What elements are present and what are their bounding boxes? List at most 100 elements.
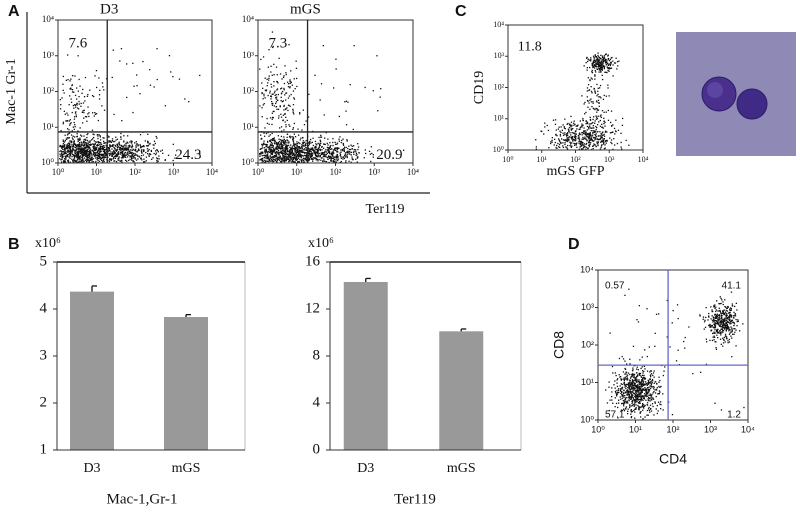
event-dot	[132, 157, 134, 159]
event-dot	[83, 154, 85, 157]
event-dot	[335, 68, 337, 70]
event-dot	[573, 120, 575, 122]
event-dot	[634, 408, 636, 410]
event-dot	[291, 151, 294, 153]
event-dot	[310, 151, 312, 153]
event-dot	[567, 138, 569, 141]
event-dot	[68, 142, 70, 144]
event-dot	[120, 151, 122, 153]
event-dot	[623, 383, 625, 385]
event-dot	[321, 152, 324, 154]
event-dot	[140, 155, 143, 157]
event-dot	[148, 154, 150, 156]
event-dot	[643, 397, 645, 399]
event-dot	[608, 381, 610, 383]
event-dot	[601, 67, 603, 69]
event-dot	[138, 149, 140, 151]
event-dot	[312, 149, 314, 151]
event-dot	[317, 154, 319, 156]
event-dot	[630, 398, 632, 400]
event-dot	[593, 127, 595, 129]
event-dot	[81, 152, 83, 154]
event-dot	[87, 141, 89, 143]
event-dot	[310, 158, 313, 160]
event-dot	[595, 115, 597, 117]
event-dot	[551, 139, 553, 141]
event-dot	[714, 322, 716, 324]
event-dot	[69, 148, 71, 150]
event-dot	[295, 147, 297, 149]
event-dot	[598, 121, 600, 123]
event-dot	[601, 56, 604, 59]
event-dot	[291, 154, 294, 156]
event-dot	[602, 127, 604, 129]
event-dot	[64, 153, 66, 155]
event-dot	[714, 341, 716, 343]
event-dot	[604, 53, 607, 56]
event-dot	[594, 144, 596, 146]
event-dot	[623, 383, 626, 386]
event-dot	[623, 396, 625, 399]
event-dot	[281, 101, 283, 103]
event-dot	[332, 155, 334, 157]
event-dot	[114, 157, 116, 159]
event-dot	[271, 142, 273, 144]
event-dot	[596, 83, 598, 86]
event-dot	[339, 136, 341, 138]
event-dot	[303, 145, 305, 147]
event-dot	[80, 151, 82, 153]
event-dot	[591, 148, 593, 151]
event-dot	[585, 148, 587, 150]
event-dot	[101, 145, 103, 148]
event-dot	[598, 67, 600, 69]
event-dot	[535, 139, 537, 141]
event-dot	[554, 141, 556, 144]
event-dot	[272, 102, 274, 105]
event-dot	[616, 61, 619, 63]
event-dot	[677, 317, 679, 320]
event-dot	[575, 143, 577, 145]
event-dot	[653, 388, 655, 390]
event-dot	[626, 390, 628, 392]
event-dot	[730, 291, 733, 293]
event-dot	[602, 98, 605, 100]
event-dot	[634, 402, 636, 404]
event-dot	[310, 153, 313, 155]
event-dot	[729, 323, 731, 325]
event-dot	[709, 325, 711, 327]
event-dot	[296, 149, 298, 152]
event-dot	[315, 143, 317, 145]
event-dot	[719, 325, 721, 327]
event-dot	[593, 65, 595, 67]
event-dot	[597, 139, 600, 141]
event-dot	[605, 111, 607, 113]
event-dot	[285, 72, 287, 74]
event-dot	[289, 152, 291, 154]
event-dot	[91, 156, 93, 158]
event-dot	[263, 147, 265, 149]
event-dot	[636, 391, 638, 393]
event-dot	[135, 150, 137, 152]
event-dot	[632, 384, 634, 386]
event-dot	[731, 330, 733, 332]
event-dot	[164, 105, 166, 107]
event-dot	[261, 82, 263, 84]
event-dot	[726, 317, 728, 319]
event-dot	[658, 393, 660, 395]
event-dot	[614, 406, 616, 408]
event-dot	[643, 374, 645, 377]
event-dot	[684, 336, 686, 339]
event-dot	[651, 386, 653, 388]
event-dot	[578, 142, 580, 144]
event-dot	[597, 61, 599, 63]
y-tick-label: 10³	[242, 50, 254, 60]
event-dot	[279, 73, 282, 75]
y-axis-label: x10⁶	[308, 236, 334, 251]
event-dot	[81, 147, 83, 149]
event-dot	[616, 395, 618, 397]
event-dot	[102, 148, 105, 150]
event-dot	[641, 356, 643, 358]
event-dot	[342, 156, 344, 158]
event-dot	[141, 149, 143, 151]
event-dot	[147, 149, 149, 152]
